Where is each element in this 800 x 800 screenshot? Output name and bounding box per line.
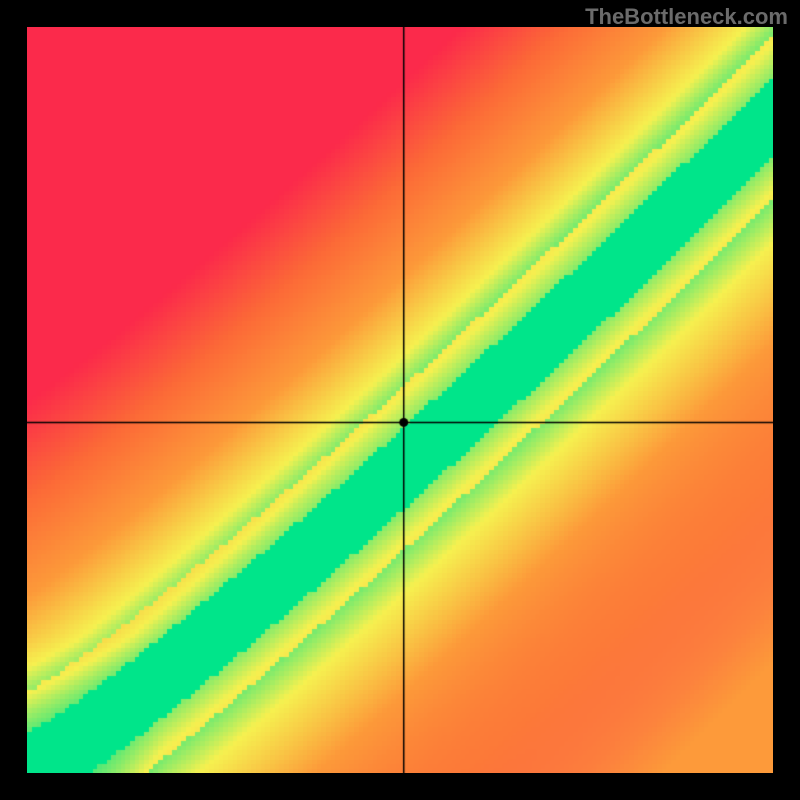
bottleneck-heatmap (27, 27, 773, 773)
figure-frame: TheBottleneck.com (0, 0, 800, 800)
watermark-text: TheBottleneck.com (585, 4, 788, 30)
